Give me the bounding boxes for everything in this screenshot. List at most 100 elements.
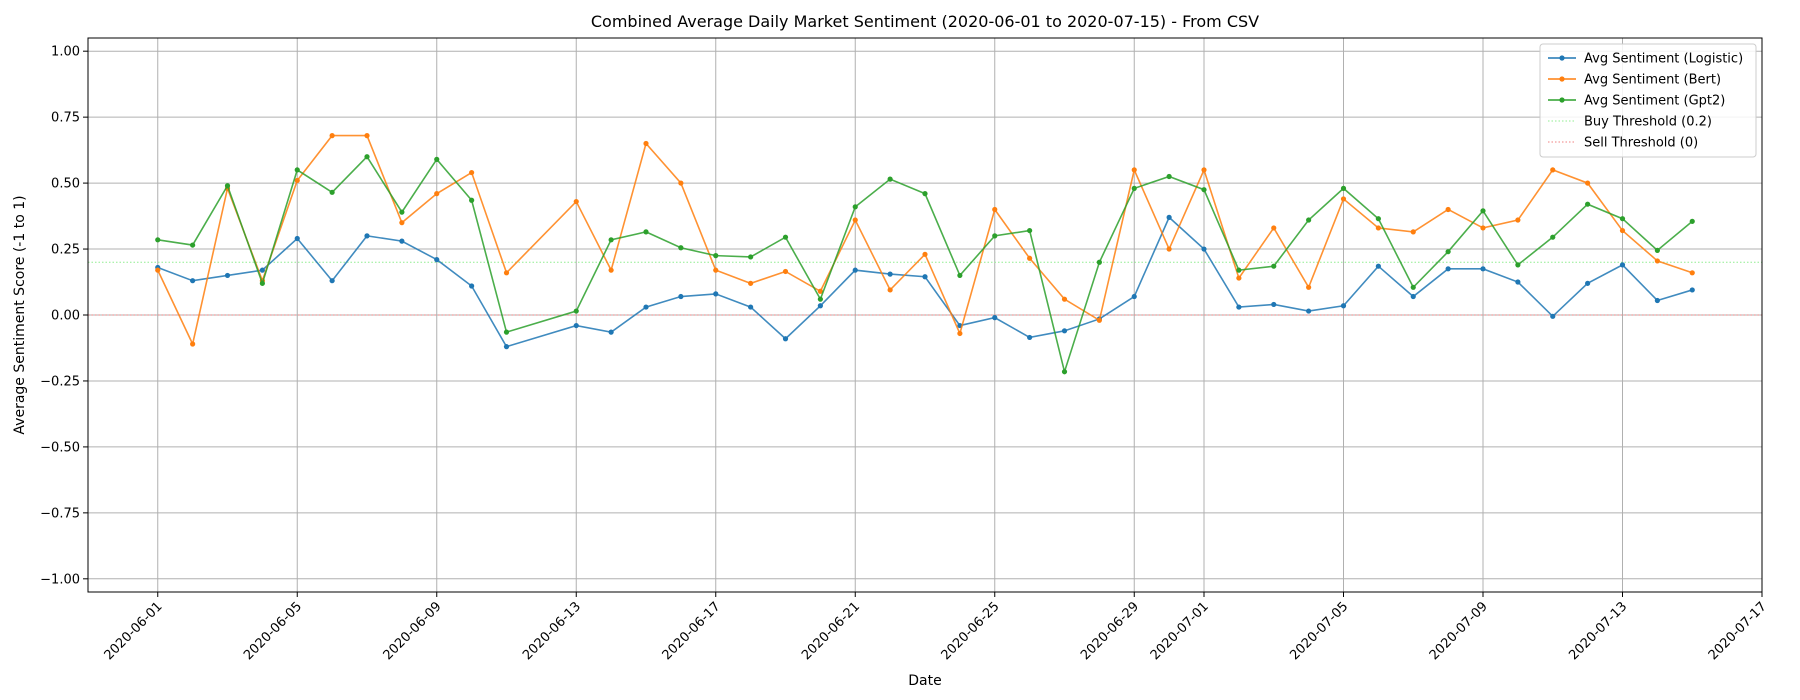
data-point	[573, 322, 579, 329]
series	[155, 133, 1695, 347]
data-point	[1166, 214, 1172, 220]
data-point	[155, 237, 161, 243]
x-tick-label: 2020-06-25	[939, 599, 1003, 663]
data-point	[364, 233, 370, 239]
x-axis: 2020-06-01 2020-06-05 2020-06-09 2020-06-13…	[102, 592, 1770, 663]
data-point	[573, 198, 579, 205]
data-point	[1131, 167, 1137, 173]
data-point	[1340, 196, 1347, 202]
data-point	[957, 330, 963, 337]
data-point	[190, 341, 196, 347]
data-point	[713, 253, 719, 259]
data-point	[1585, 280, 1591, 286]
data-point	[364, 133, 370, 139]
data-point	[399, 238, 405, 244]
data-point	[782, 234, 789, 240]
data-point	[1689, 287, 1695, 293]
x-tick-label: 2020-06-21	[799, 599, 863, 663]
x-tick-label: 2020-06-17	[660, 599, 724, 663]
data-point	[608, 237, 614, 243]
data-point	[1340, 303, 1347, 309]
data-point	[678, 180, 684, 186]
data-point	[155, 267, 161, 273]
data-point	[1201, 187, 1207, 193]
data-point	[992, 233, 998, 239]
data-point	[1550, 313, 1556, 319]
data-point	[1166, 246, 1172, 252]
threshold-layer	[88, 261, 1762, 316]
data-point	[1236, 267, 1242, 273]
data-point	[294, 235, 300, 242]
data-point	[1306, 217, 1312, 223]
data-point	[713, 267, 719, 273]
series-line	[157, 155, 1693, 375]
data-point	[1410, 293, 1416, 300]
data-point	[922, 191, 928, 197]
data-point	[922, 251, 928, 257]
data-point	[678, 245, 684, 251]
data-point	[1201, 246, 1207, 252]
data-point	[503, 344, 510, 350]
data-point	[294, 167, 300, 173]
data-point	[434, 257, 440, 263]
legend: Avg Sentiment (Logistic) Avg Sentiment (B…	[1539, 43, 1757, 158]
data-point	[1445, 249, 1451, 255]
data-point	[1515, 217, 1521, 223]
data-point	[1619, 227, 1626, 234]
data-point	[1306, 284, 1312, 290]
data-point	[1201, 167, 1207, 173]
data-point	[1096, 259, 1102, 265]
data-point	[852, 267, 858, 273]
data-point	[329, 133, 335, 139]
legend-label: Buy Threshold (0.2)	[1584, 115, 1712, 130]
y-tick-label: 1.00	[51, 45, 80, 60]
data-point	[1445, 206, 1451, 213]
data-point	[922, 274, 928, 280]
data-point	[190, 242, 196, 248]
data-point	[887, 271, 893, 277]
data-point	[224, 183, 231, 189]
data-point	[1131, 293, 1137, 300]
data-point	[992, 206, 998, 213]
x-tick-label: 2020-06-13	[520, 599, 584, 663]
legend-marker	[1559, 55, 1565, 61]
data-point	[469, 169, 475, 176]
data-point	[748, 304, 754, 310]
data-point	[852, 204, 858, 210]
data-point	[678, 293, 684, 300]
data-point	[469, 283, 475, 289]
data-point	[1689, 270, 1695, 276]
series-line	[157, 134, 1693, 347]
data-point	[643, 229, 649, 235]
data-point	[887, 287, 893, 293]
data-point	[1131, 185, 1137, 191]
data-point	[1480, 225, 1486, 231]
legend-marker	[1559, 97, 1565, 103]
data-point	[1306, 308, 1312, 314]
data-point	[1445, 266, 1451, 272]
data-point	[1550, 167, 1556, 173]
data-point	[748, 280, 754, 286]
data-point	[1271, 225, 1277, 231]
legend-label: Avg Sentiment (Bert)	[1584, 73, 1721, 88]
data-point	[643, 140, 649, 147]
data-point	[224, 272, 231, 279]
data-point	[1096, 317, 1102, 323]
data-point	[748, 254, 754, 260]
series-layer	[155, 133, 1695, 375]
legend-label: Avg Sentiment (Gpt2)	[1584, 94, 1725, 109]
x-tick-label: 2020-06-29	[1078, 599, 1142, 663]
data-point	[1027, 227, 1033, 234]
data-point	[1689, 218, 1695, 224]
data-point	[1654, 247, 1660, 253]
data-point	[1585, 201, 1591, 207]
legend-box	[1539, 43, 1757, 158]
data-point	[1340, 185, 1347, 191]
data-point	[1061, 296, 1068, 302]
data-point	[782, 336, 789, 342]
data-point	[1619, 216, 1626, 222]
data-point	[887, 176, 893, 182]
data-point	[992, 315, 998, 321]
data-point	[364, 154, 370, 160]
y-tick-label: 0.25	[51, 243, 80, 258]
